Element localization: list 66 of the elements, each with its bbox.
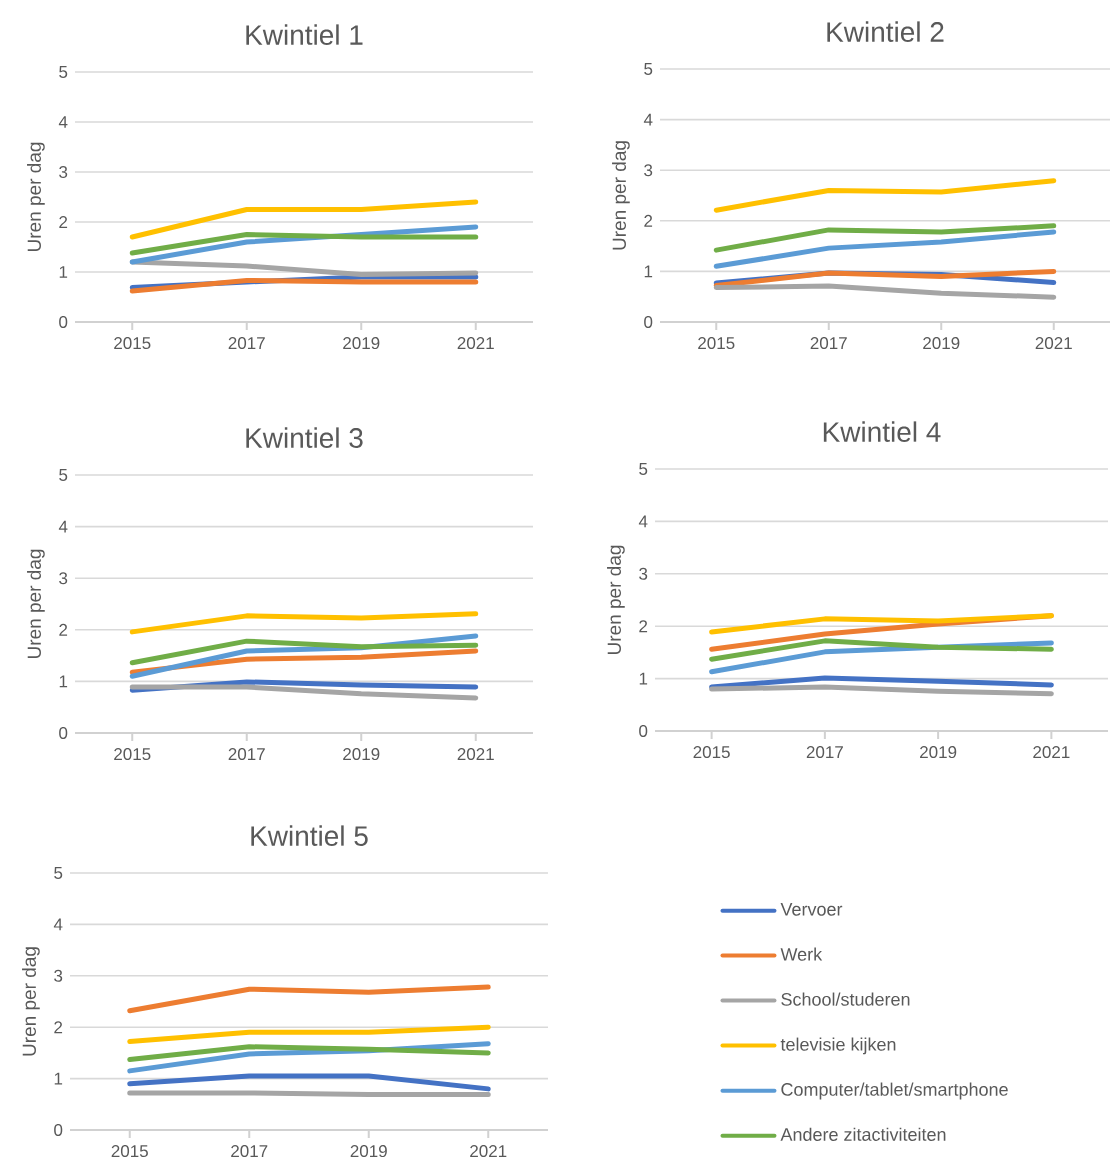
y-tick-label: 1 bbox=[644, 265, 653, 278]
y-tick-label: 2 bbox=[59, 216, 68, 228]
x-tick-label: 2017 bbox=[231, 1145, 268, 1158]
x-tick-label: 2015 bbox=[698, 337, 735, 350]
x-tick-label: 2019 bbox=[350, 1145, 387, 1158]
y-tick-label: 0 bbox=[644, 315, 653, 328]
y-tick-label: 2 bbox=[639, 620, 648, 633]
legend-label: Computer/tablet/smartphone bbox=[781, 1082, 1008, 1100]
y-tick-label: 3 bbox=[59, 572, 68, 585]
x-tick-label: 2021 bbox=[457, 337, 494, 350]
y-tick-label: 5 bbox=[54, 867, 63, 879]
y-tick-label: 4 bbox=[53, 918, 63, 931]
y-tick-label: 5 bbox=[59, 469, 68, 481]
x-tick-label: 2015 bbox=[693, 746, 730, 759]
y-tick-label: 4 bbox=[58, 520, 68, 533]
y-axis-title: Uren per dag bbox=[607, 545, 625, 654]
legend-label: Werk bbox=[780, 947, 823, 961]
x-tick-label: 2019 bbox=[920, 746, 957, 759]
y-tick-label: 2 bbox=[644, 214, 653, 227]
x-tick-label: 2015 bbox=[111, 1145, 148, 1158]
legend-label: Andere zitactiviteiten bbox=[780, 1127, 946, 1141]
y-tick-label: 0 bbox=[639, 724, 648, 738]
y-tick-label: 3 bbox=[639, 567, 648, 580]
x-tick-label: 2019 bbox=[923, 337, 960, 350]
y-tick-label: 1 bbox=[59, 266, 68, 278]
chart-title: Kwintiel 4 bbox=[823, 421, 941, 442]
chart-title: Kwintiel 3 bbox=[246, 427, 363, 448]
x-tick-label: 2021 bbox=[1035, 337, 1072, 350]
chart-title: Kwintiel 2 bbox=[827, 21, 944, 42]
y-tick-label: 2 bbox=[54, 1021, 63, 1034]
y-tick-label: 2 bbox=[59, 623, 68, 636]
y-tick-label: 0 bbox=[54, 1123, 63, 1137]
x-tick-label: 2021 bbox=[457, 748, 494, 761]
x-tick-label: 2017 bbox=[810, 337, 847, 350]
y-tick-label: 0 bbox=[59, 726, 68, 739]
y-tick-label: 3 bbox=[644, 164, 653, 177]
y-tick-label: 3 bbox=[59, 165, 68, 178]
legend-label: School/studeren bbox=[781, 992, 910, 1006]
y-tick-label: 1 bbox=[59, 675, 68, 688]
legend-label: Vervoer bbox=[780, 903, 843, 916]
y-tick-label: 4 bbox=[58, 116, 68, 128]
y-tick-label: 5 bbox=[639, 463, 648, 475]
legend-label: televisie kijken bbox=[780, 1037, 896, 1055]
y-tick-label: 5 bbox=[644, 63, 653, 75]
chart-title: Kwintiel 5 bbox=[251, 825, 368, 846]
x-tick-label: 2015 bbox=[114, 337, 151, 350]
y-tick-label: 3 bbox=[54, 969, 63, 982]
y-tick-label: 5 bbox=[59, 66, 68, 78]
chart-title: Kwintiel 1 bbox=[246, 24, 363, 45]
y-axis-title: Uren per dag bbox=[27, 549, 45, 658]
x-tick-label: 2021 bbox=[470, 1145, 507, 1158]
x-tick-label: 2019 bbox=[343, 748, 380, 761]
y-tick-label: 4 bbox=[638, 515, 648, 528]
x-tick-label: 2015 bbox=[114, 748, 151, 761]
y-axis-title: Uren per dag bbox=[612, 141, 630, 250]
y-axis-title: Uren per dag bbox=[22, 947, 40, 1056]
y-tick-label: 1 bbox=[54, 1072, 63, 1085]
y-tick-label: 1 bbox=[639, 672, 648, 685]
x-tick-label: 2017 bbox=[806, 746, 843, 759]
x-tick-label: 2017 bbox=[228, 748, 265, 761]
x-tick-label: 2021 bbox=[1033, 746, 1070, 759]
x-tick-label: 2017 bbox=[228, 337, 265, 350]
y-axis-title: Uren per dag bbox=[27, 142, 45, 251]
x-tick-label: 2019 bbox=[343, 337, 380, 350]
y-tick-label: 4 bbox=[643, 113, 653, 126]
y-tick-label: 0 bbox=[59, 315, 68, 328]
